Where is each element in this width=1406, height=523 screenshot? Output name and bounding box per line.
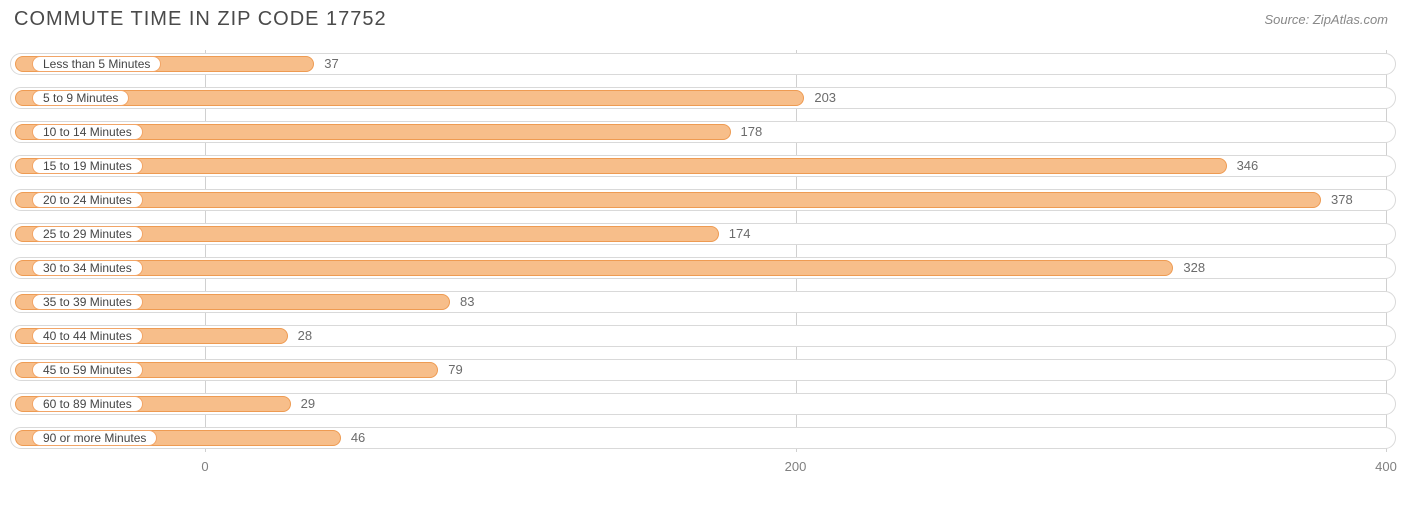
bar-value-label: 37 [324,56,338,72]
category-label: 20 to 24 Minutes [32,192,143,208]
category-label: 15 to 19 Minutes [32,158,143,174]
bar-value-label: 46 [351,430,365,446]
bar [15,260,1173,276]
bar-row: 15 to 19 Minutes 346 [10,152,1396,180]
bar [15,158,1227,174]
category-label: Less than 5 Minutes [32,56,161,72]
bar-row: 45 to 59 Minutes 79 [10,356,1396,384]
bar-row: 30 to 34 Minutes 328 [10,254,1396,282]
bar-row: 90 or more Minutes 46 [10,424,1396,452]
category-label: 5 to 9 Minutes [32,90,129,106]
x-axis-tick-label: 200 [785,459,807,474]
bar-value-label: 79 [448,362,462,378]
bar-row: Less than 5 Minutes 37 [10,50,1396,78]
bar-row: 40 to 44 Minutes 28 [10,322,1396,350]
bar-value-label: 29 [301,396,315,412]
bar-row: 60 to 89 Minutes 29 [10,390,1396,418]
bar-value-label: 178 [741,124,763,140]
bar-row: 25 to 29 Minutes 174 [10,220,1396,248]
bar-row: 35 to 39 Minutes 83 [10,288,1396,316]
bar-value-label: 174 [729,226,751,242]
category-label: 90 or more Minutes [32,430,157,446]
chart-plot-area: 0 200 400 Less than 5 Minutes 37 5 to 9 Minut… [10,50,1396,480]
category-label: 40 to 44 Minutes [32,328,143,344]
category-label: 30 to 34 Minutes [32,260,143,276]
category-label: 60 to 89 Minutes [32,396,143,412]
bar-row: 20 to 24 Minutes 378 [10,186,1396,214]
bar-value-label: 378 [1331,192,1353,208]
bar-value-label: 203 [814,90,836,106]
bar-row: 5 to 9 Minutes 203 [10,84,1396,112]
x-axis-tick-label: 400 [1375,459,1397,474]
category-label: 25 to 29 Minutes [32,226,143,242]
bar-value-label: 346 [1237,158,1259,174]
bar-value-label: 83 [460,294,474,310]
bar-row: 10 to 14 Minutes 178 [10,118,1396,146]
chart-source: Source: ZipAtlas.com [1264,12,1388,27]
bar-value-label: 28 [298,328,312,344]
category-label: 10 to 14 Minutes [32,124,143,140]
category-label: 45 to 59 Minutes [32,362,143,378]
bar-value-label: 328 [1183,260,1205,276]
chart-container: COMMUTE TIME IN ZIP CODE 17752 Source: Z… [0,0,1406,523]
bar [15,90,804,106]
category-label: 35 to 39 Minutes [32,294,143,310]
chart-title: COMMUTE TIME IN ZIP CODE 17752 [14,8,387,31]
x-axis-tick-label: 0 [201,459,208,474]
bar [15,192,1321,208]
